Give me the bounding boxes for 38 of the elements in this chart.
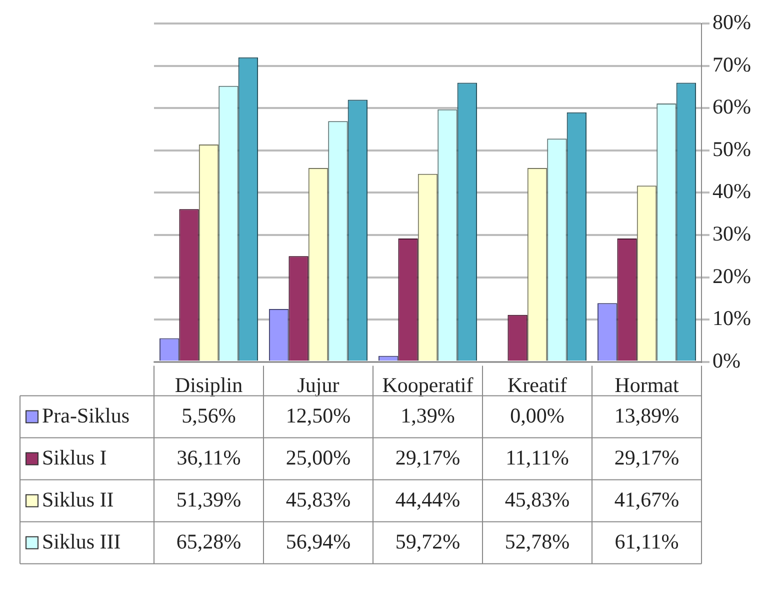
data-label: 11,11% <box>506 445 569 470</box>
legend-label: Pra-Siklus <box>42 403 130 428</box>
x-tick-label: Hormat <box>614 372 679 397</box>
data-label: 59,72% <box>395 529 460 554</box>
data-label: 0,00% <box>510 403 564 428</box>
data-label: 1,39% <box>400 403 455 428</box>
data-label: 44,44% <box>395 487 460 512</box>
data-label: 41,67% <box>614 487 680 512</box>
data-label: 25,00% <box>286 445 351 470</box>
y-tick-label: 0% <box>712 348 741 372</box>
y-tick-label: 50% <box>712 136 752 161</box>
y-tick-label: 60% <box>712 94 752 119</box>
data-label: 52,78% <box>504 529 570 554</box>
y-tick-label: 40% <box>712 179 752 204</box>
legend-label: Siklus II <box>42 487 114 512</box>
data-label: 36,11% <box>176 445 241 470</box>
data-label: 29,17% <box>395 445 460 470</box>
x-tick-label: Jujur <box>297 372 340 397</box>
data-label: 12,50% <box>286 403 351 428</box>
y-tick-label: 20% <box>712 264 752 288</box>
data-label: 5,56% <box>182 403 236 428</box>
data-label: 45,83% <box>504 487 570 512</box>
legend-label: Siklus I <box>42 445 107 470</box>
data-label: 56,94% <box>286 529 351 554</box>
y-tick-label: 80% <box>712 10 752 34</box>
data-label: 13,89% <box>614 403 680 428</box>
x-tick-label: Disiplin <box>174 372 244 397</box>
data-label: 61,11% <box>614 529 679 554</box>
data-label: 65,28% <box>176 529 242 554</box>
data-label: 29,17% <box>614 445 680 470</box>
x-tick-label: Kooperatif <box>382 372 474 397</box>
y-tick-label: 70% <box>712 52 752 76</box>
legend-label: Siklus III <box>42 529 121 554</box>
data-label: 51,39% <box>176 487 242 512</box>
y-tick-label: 30% <box>712 221 752 246</box>
x-tick-label: Kreatif <box>508 372 567 397</box>
data-label: 45,83% <box>286 487 351 512</box>
y-tick-label: 10% <box>712 306 752 330</box>
